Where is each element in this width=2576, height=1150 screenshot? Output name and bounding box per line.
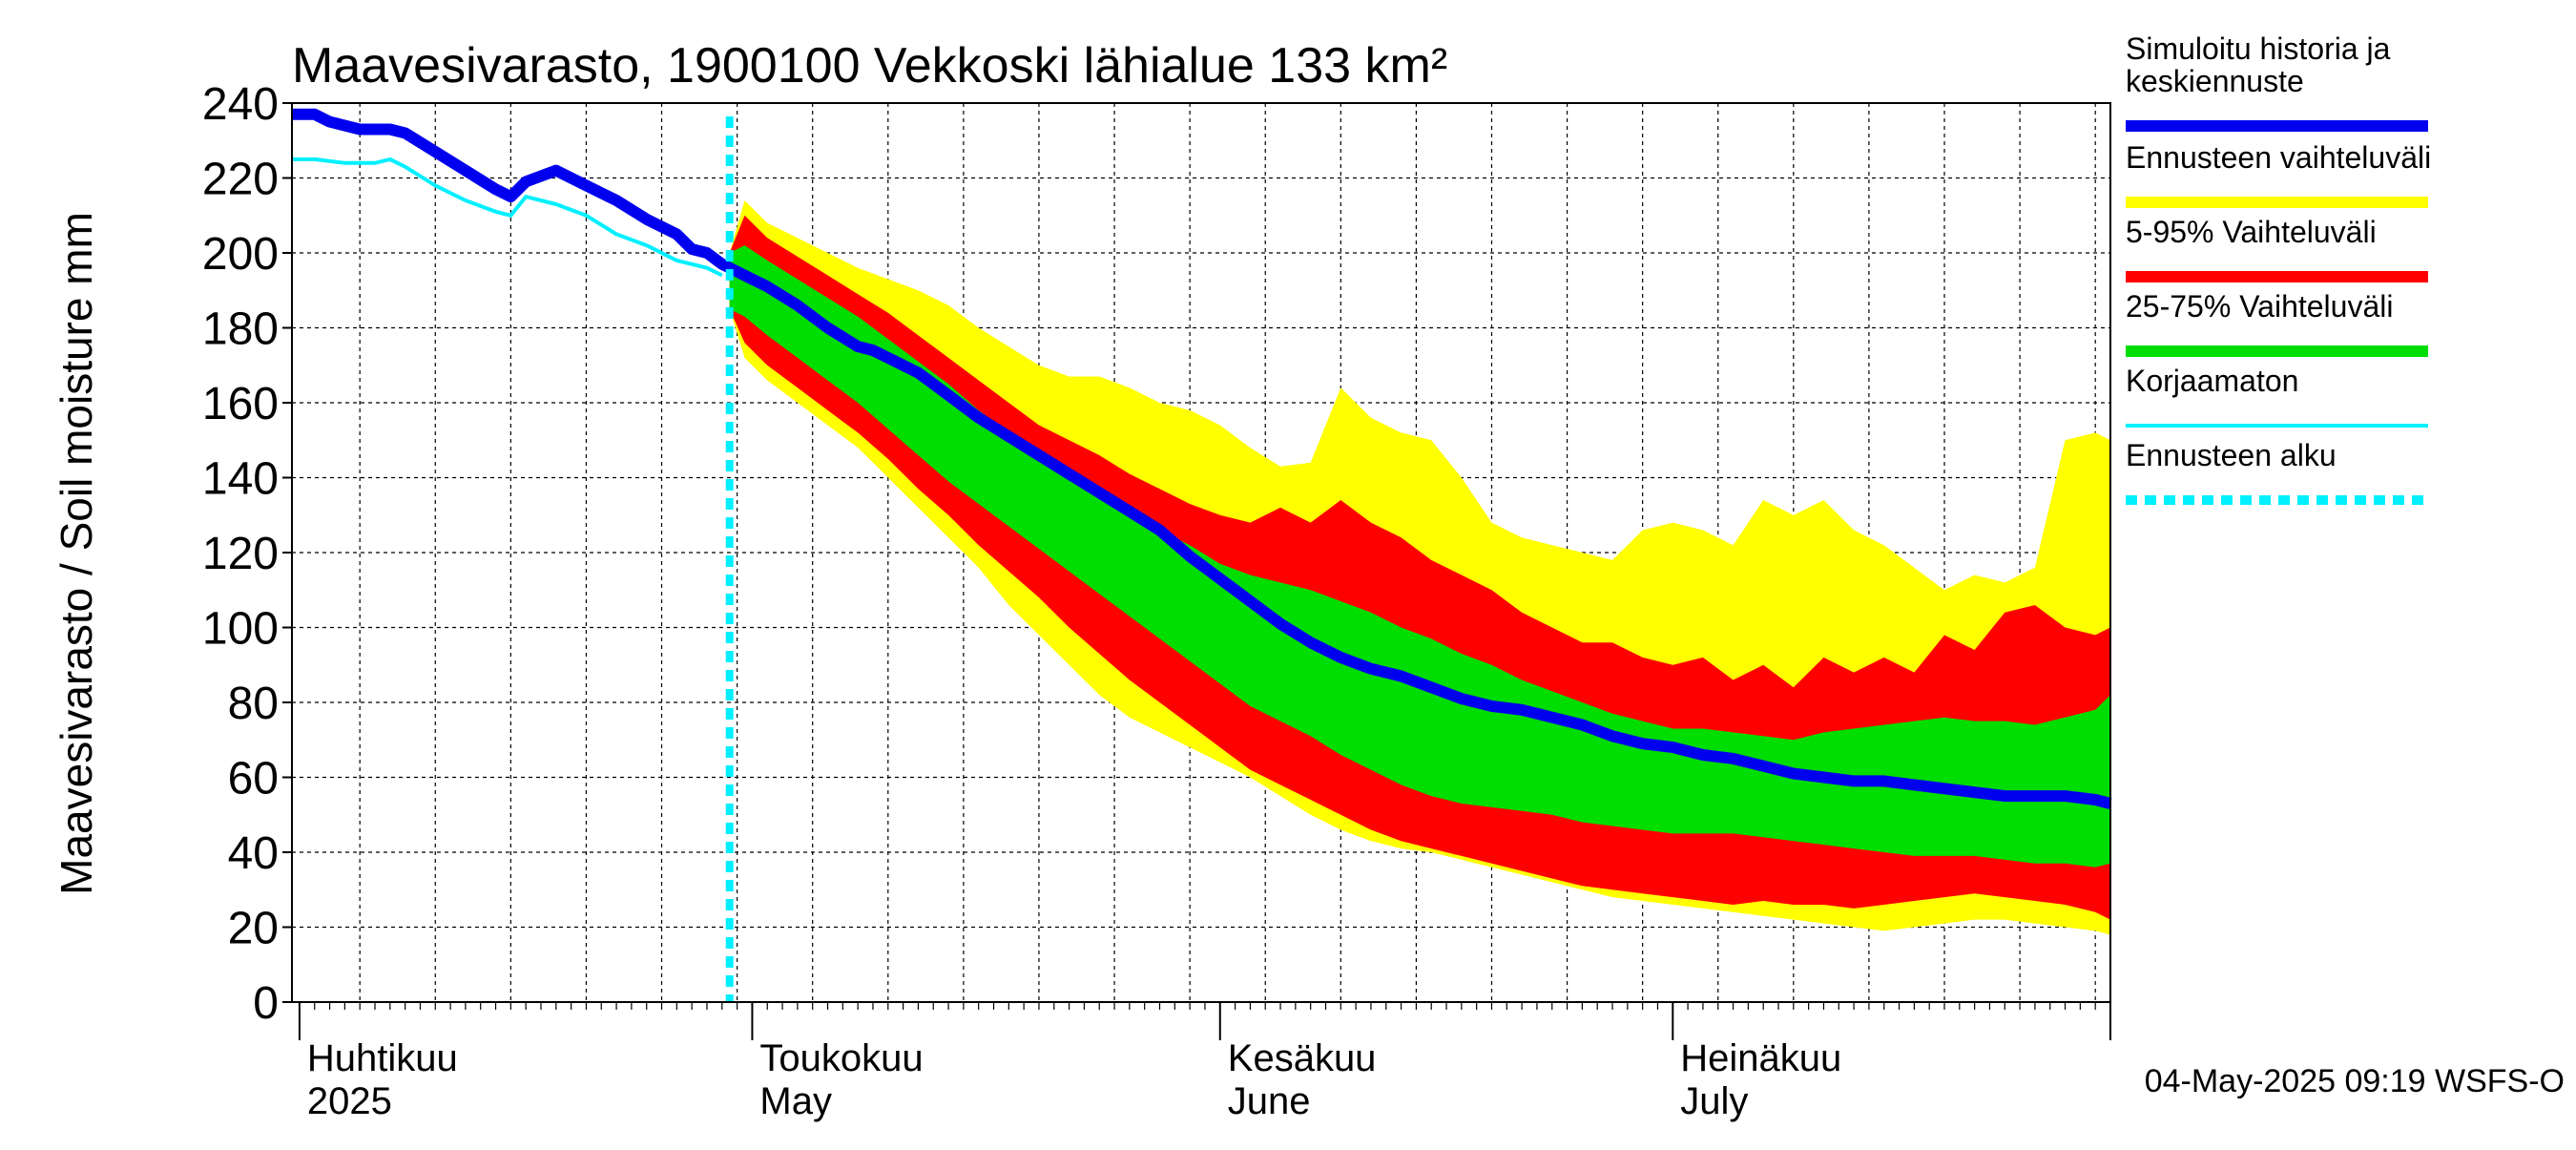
legend-label: Ennusteen alku [2126,438,2337,472]
line-uncorrected [292,157,723,278]
x-month-label: Kesäkuu [1228,1037,1377,1079]
y-tick-label: 240 [202,79,279,130]
legend-label: Ennusteen vaihteluväli [2126,140,2431,175]
x-month-label: Huhtikuu [307,1037,458,1079]
x-month-label: Toukokuu [759,1037,923,1079]
legend-label: 5-95% Vaihteluväli [2126,215,2377,249]
legend-label: Simuloitu historia ja [2126,31,2391,66]
y-tick-label: 220 [202,155,279,205]
x-month-label: Heinäkuu [1680,1037,1841,1079]
chart-title: Maavesivarasto, 1900100 Vekkoski lähialu… [292,38,1447,94]
y-tick-label: 160 [202,379,279,429]
legend-label: 25-75% Vaihteluväli [2126,289,2393,324]
x-month-sublabel: May [759,1080,832,1122]
line-layer [292,108,2112,1002]
y-tick-label: 120 [202,529,279,579]
y-tick-label: 100 [202,604,279,655]
x-month-sublabel: 2025 [307,1080,392,1122]
legend-label: keskiennuste [2126,64,2304,98]
y-tick-label: 60 [228,754,279,805]
x-month-sublabel: July [1680,1080,1748,1122]
footer-timestamp: 04-May-2025 09:19 WSFS-O [2145,1063,2565,1099]
y-tick-label: 200 [202,229,279,280]
y-tick-label: 180 [202,304,279,355]
y-tick-label: 20 [228,904,279,954]
line-simulated-mean [292,108,2112,809]
axis-layer: 0 20 40 60 80 100 120 140 160 180 200 220 240 Huhtiku… [202,79,2111,1122]
y-tick-label: 140 [202,454,279,505]
x-month-sublabel: June [1228,1080,1311,1122]
band-range-25-75 [729,245,2111,868]
band-layer [729,200,2111,935]
y-axis-label: Maavesivarasto / Soil moisture mm [52,212,101,895]
y-tick-label: 40 [228,828,279,879]
y-tick-label: 80 [228,679,279,729]
y-tick-label: 0 [253,978,279,1029]
legend-label: Korjaamaton [2126,364,2298,398]
